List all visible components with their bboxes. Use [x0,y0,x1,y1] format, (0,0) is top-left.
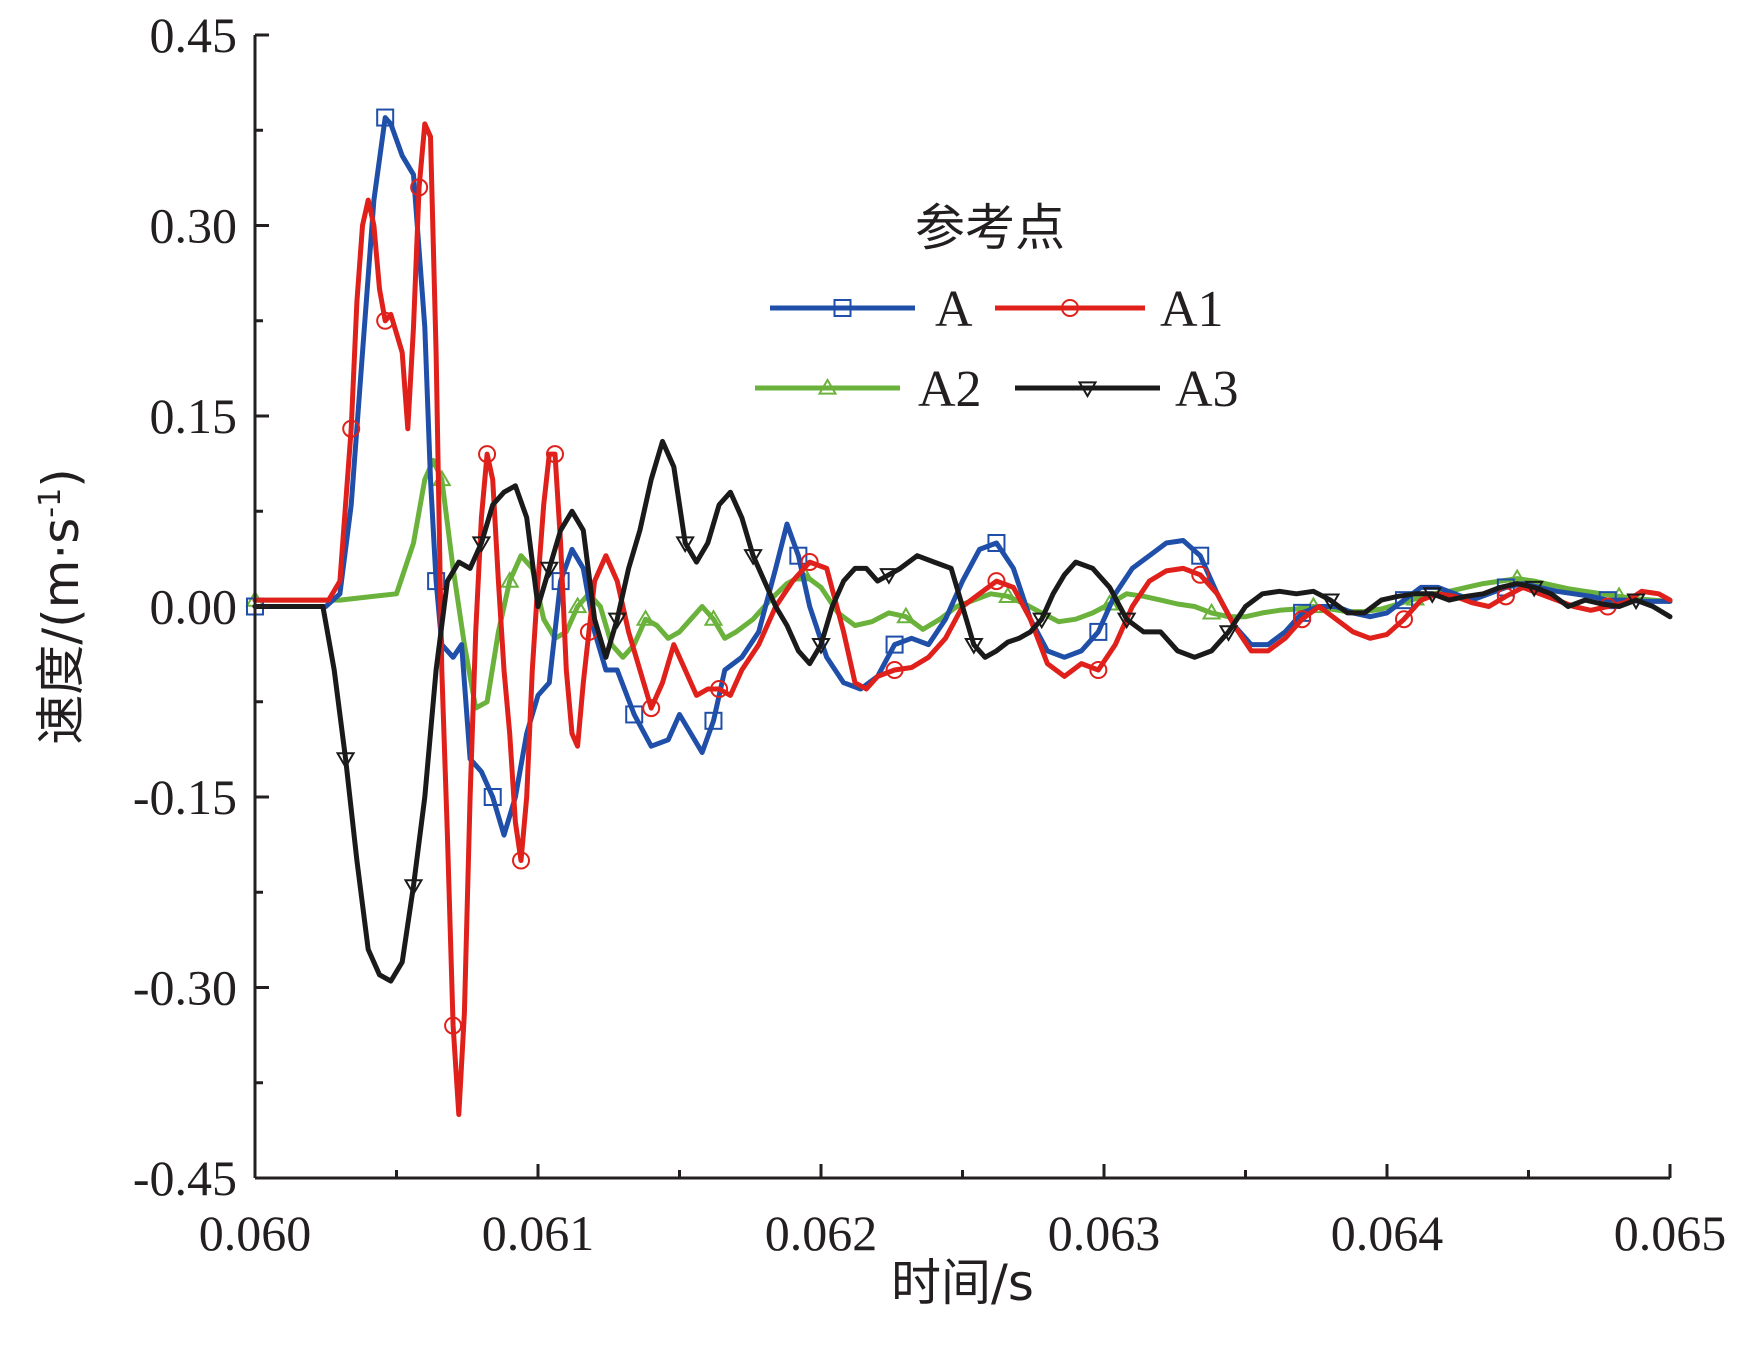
data-point-A3 [1320,593,1341,611]
data-point-A1 [1089,661,1108,679]
data-point-A1 [1191,565,1210,584]
legend-item-A3: A3 [1015,361,1239,418]
data-point-A2 [703,609,724,626]
legend-item-A: A [770,281,973,338]
data-point-A3 [607,612,627,630]
data-point-A1 [710,680,729,699]
y-tick-label: 0.00 [150,579,238,635]
data-point-A2 [998,586,1018,603]
data-point-A2 [499,571,520,588]
data-point-A3 [1422,587,1443,604]
data-point-A1 [1293,610,1312,629]
data-point-A3 [1524,580,1544,598]
data-point-A1 [376,311,395,330]
y-tick-label: -0.45 [133,1150,237,1206]
data-point-A1 [342,419,361,438]
data-point-A1 [512,851,531,870]
data-point-A2 [567,596,588,614]
data-point-A [987,534,1006,552]
data-point-A [483,788,502,806]
x-tick-label: 0.061 [482,1205,595,1261]
data-point-A [1089,622,1108,641]
data-point-A3 [1116,612,1137,630]
data-point-A3 [1626,593,1646,611]
data-point-A [376,108,395,127]
x-tick-label: 0.065 [1614,1205,1727,1261]
legend-label: A1 [1160,281,1224,338]
data-point-A1 [545,445,564,464]
data-point-A [427,572,446,591]
data-point-A [885,635,904,654]
data-point-A3 [539,561,560,579]
x-tick-label: 0.064 [1331,1205,1444,1261]
series-layer [245,108,1673,1117]
data-point-A1 [987,572,1006,591]
data-point-A [1394,591,1413,610]
legend-title: 参考点 [915,199,1065,257]
x-tick-label: 0.060 [199,1205,312,1261]
data-point-A3 [335,752,356,769]
data-point-A3 [811,638,831,655]
data-point-A [704,711,723,730]
data-point-A [625,705,644,724]
legend-item-A2: A2 [755,361,982,418]
legend-marker [833,299,852,317]
data-point-A1 [478,445,497,464]
axes-layer: 0.060 0.061 0.062 0.063 0.064 0.065 -0.45 -0.30… [133,7,1726,1261]
y-tick-label: 0.30 [150,198,238,254]
y-axis-title-close: ) [32,468,90,488]
data-point-A1 [642,699,661,718]
legend-label: A2 [918,361,982,418]
data-point-A3 [675,536,695,553]
data-point-A3 [403,879,424,896]
data-point-A3 [471,536,492,553]
x-tick-label: 0.062 [765,1205,878,1261]
data-point-A1 [800,553,819,572]
legend: 参考点 A A1 A2 A3 [755,199,1239,418]
legend-label: A3 [1175,361,1239,418]
data-point-A3 [1218,625,1239,642]
y-tick-label: -0.15 [133,769,237,825]
data-point-A1 [885,661,904,679]
y-axis-title-main: 速度/(m·s [32,518,90,745]
data-point-A1 [1394,610,1413,629]
data-point-A1 [410,178,429,197]
y-tick-label: 0.15 [150,388,238,444]
series-line-A1 [252,121,1673,1117]
data-point-A2 [896,606,916,624]
y-axis-title: 速度/(m·s-1) [32,468,90,744]
data-point-A3 [964,638,984,655]
series-line-A3 [252,438,1673,984]
y-tick-label: 0.45 [150,7,238,63]
data-point-A2 [635,609,656,626]
series-A3 [252,438,1673,984]
y-axis-title-superscript: -1 [33,488,68,518]
x-tick-label: 0.063 [1048,1205,1161,1261]
legend-marker [1077,381,1098,398]
legend-marker [817,378,838,395]
legend-marker [1061,299,1079,317]
data-point-A3 [879,568,899,585]
data-point-A3 [1031,612,1052,630]
y-tick-label: -0.30 [133,960,237,1016]
legend-label: A [935,281,973,338]
data-point-A2 [1201,602,1222,620]
data-point-A3 [743,549,763,566]
data-point-A1 [444,1016,463,1035]
x-axis-title: 时间/s [891,1254,1034,1312]
series-A1 [252,121,1673,1117]
legend-item-A1: A1 [995,281,1224,338]
data-point-A [1191,546,1210,565]
